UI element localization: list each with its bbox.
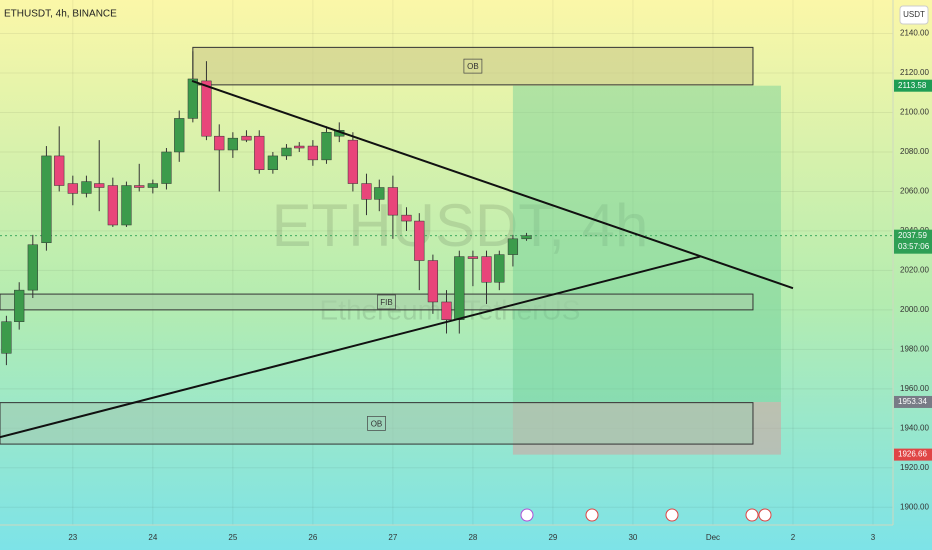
candle-body <box>107 185 118 226</box>
countdown: 03:57:06 <box>898 242 930 251</box>
candle-body <box>361 183 372 200</box>
y-tick-label: 2000.00 <box>900 305 929 314</box>
event-icon[interactable] <box>585 508 599 522</box>
zone-label-box <box>463 58 483 74</box>
candle-body <box>321 131 332 161</box>
y-tick-label: 2060.00 <box>900 187 929 196</box>
candle-body <box>414 220 425 261</box>
zone <box>0 402 754 445</box>
candle-body <box>441 301 452 320</box>
zone-label: OB <box>467 62 479 71</box>
candle-body <box>387 187 399 216</box>
y-tick-label: 2140.00 <box>900 29 929 38</box>
candle-body <box>427 260 439 303</box>
price-label-bg <box>894 448 932 461</box>
candle-body <box>227 137 238 151</box>
x-tick-label: 30 <box>628 533 637 542</box>
event-icon[interactable] <box>758 508 772 522</box>
x-tick-label: 23 <box>68 533 77 542</box>
event-icon[interactable] <box>745 508 759 522</box>
zone <box>0 293 754 311</box>
price-label: 2037.59 <box>898 231 927 240</box>
candle-body <box>374 187 385 200</box>
candle-body <box>94 183 105 188</box>
x-tick-label: 25 <box>228 533 237 542</box>
candle-body <box>347 139 358 184</box>
zone <box>192 46 754 86</box>
y-tick-label: 1900.00 <box>900 502 929 511</box>
zone-label: FIB <box>380 298 392 307</box>
candle-body <box>281 147 292 157</box>
price-label-bg <box>894 79 932 92</box>
y-tick-label: 1940.00 <box>900 423 929 432</box>
event-icon[interactable] <box>665 508 679 522</box>
y-tick-label: 1960.00 <box>900 384 929 393</box>
candle-body <box>481 256 492 283</box>
candle-body <box>187 78 198 119</box>
price-label: 2113.58 <box>898 81 927 90</box>
candle-body <box>41 155 52 244</box>
price-label-bg <box>894 229 932 254</box>
y-tick-label: 1920.00 <box>900 463 929 472</box>
event-icon[interactable] <box>520 508 534 522</box>
candle-body <box>401 214 412 222</box>
candle-body <box>174 118 185 153</box>
candle-body <box>241 135 252 141</box>
currency-label[interactable]: USDT <box>903 10 925 19</box>
candle-body <box>67 183 78 194</box>
candle-body <box>454 256 465 320</box>
symbol-title: ETHUSDT, 4h, BINANCE <box>4 9 117 20</box>
x-tick-label: Dec <box>706 533 720 542</box>
candle-body <box>467 256 479 259</box>
candle-body <box>254 135 265 170</box>
x-tick-label: 24 <box>148 533 157 542</box>
candle-body <box>507 238 519 255</box>
zone-label-box <box>377 294 396 310</box>
x-tick-label: 3 <box>871 533 876 542</box>
x-tick-label: 27 <box>388 533 397 542</box>
event-icons <box>520 508 772 522</box>
price-label-bg <box>894 395 932 408</box>
y-tick-label: 1980.00 <box>900 344 929 353</box>
plot: OB FIB OB <box>0 46 893 455</box>
candle-body <box>201 80 212 137</box>
candle-body <box>494 254 505 283</box>
candle-body <box>121 185 132 226</box>
x-tick-label: 28 <box>468 533 477 542</box>
candle-body <box>294 145 305 149</box>
watermark: ETHUSDT, 4h <box>272 192 649 259</box>
price-label: 1926.66 <box>898 450 927 459</box>
candle-body <box>54 155 65 186</box>
price-label: 1953.34 <box>898 397 927 406</box>
candle-body <box>521 235 532 240</box>
candle-body <box>161 151 172 184</box>
zone-label-box <box>367 416 386 431</box>
candle-body <box>1 321 12 354</box>
candle-body <box>134 185 145 188</box>
candle-body <box>147 183 158 188</box>
axis: 1900.00 1920.00 1940.00 1960.00 1980.00 2000.… <box>68 29 932 542</box>
trendline <box>191 79 794 290</box>
y-tick-label: 2100.00 <box>900 108 929 117</box>
candle-body <box>81 181 92 194</box>
x-tick-label: 29 <box>548 533 557 542</box>
candle-body <box>267 155 278 170</box>
y-tick-label: 2080.00 <box>900 147 929 156</box>
candle-body <box>214 135 225 151</box>
candle-body <box>27 244 38 291</box>
x-tick-label: 26 <box>308 533 317 542</box>
candle-body <box>307 145 318 161</box>
currency-button[interactable] <box>899 5 929 25</box>
zone-label: OB <box>371 419 383 428</box>
x-tick-label: 2 <box>791 533 796 542</box>
y-tick-label: 2120.00 <box>900 68 929 77</box>
target-box <box>512 85 781 402</box>
y-tick-label: 2020.00 <box>900 266 929 275</box>
candle-body <box>14 289 25 322</box>
trendline <box>0 255 701 439</box>
